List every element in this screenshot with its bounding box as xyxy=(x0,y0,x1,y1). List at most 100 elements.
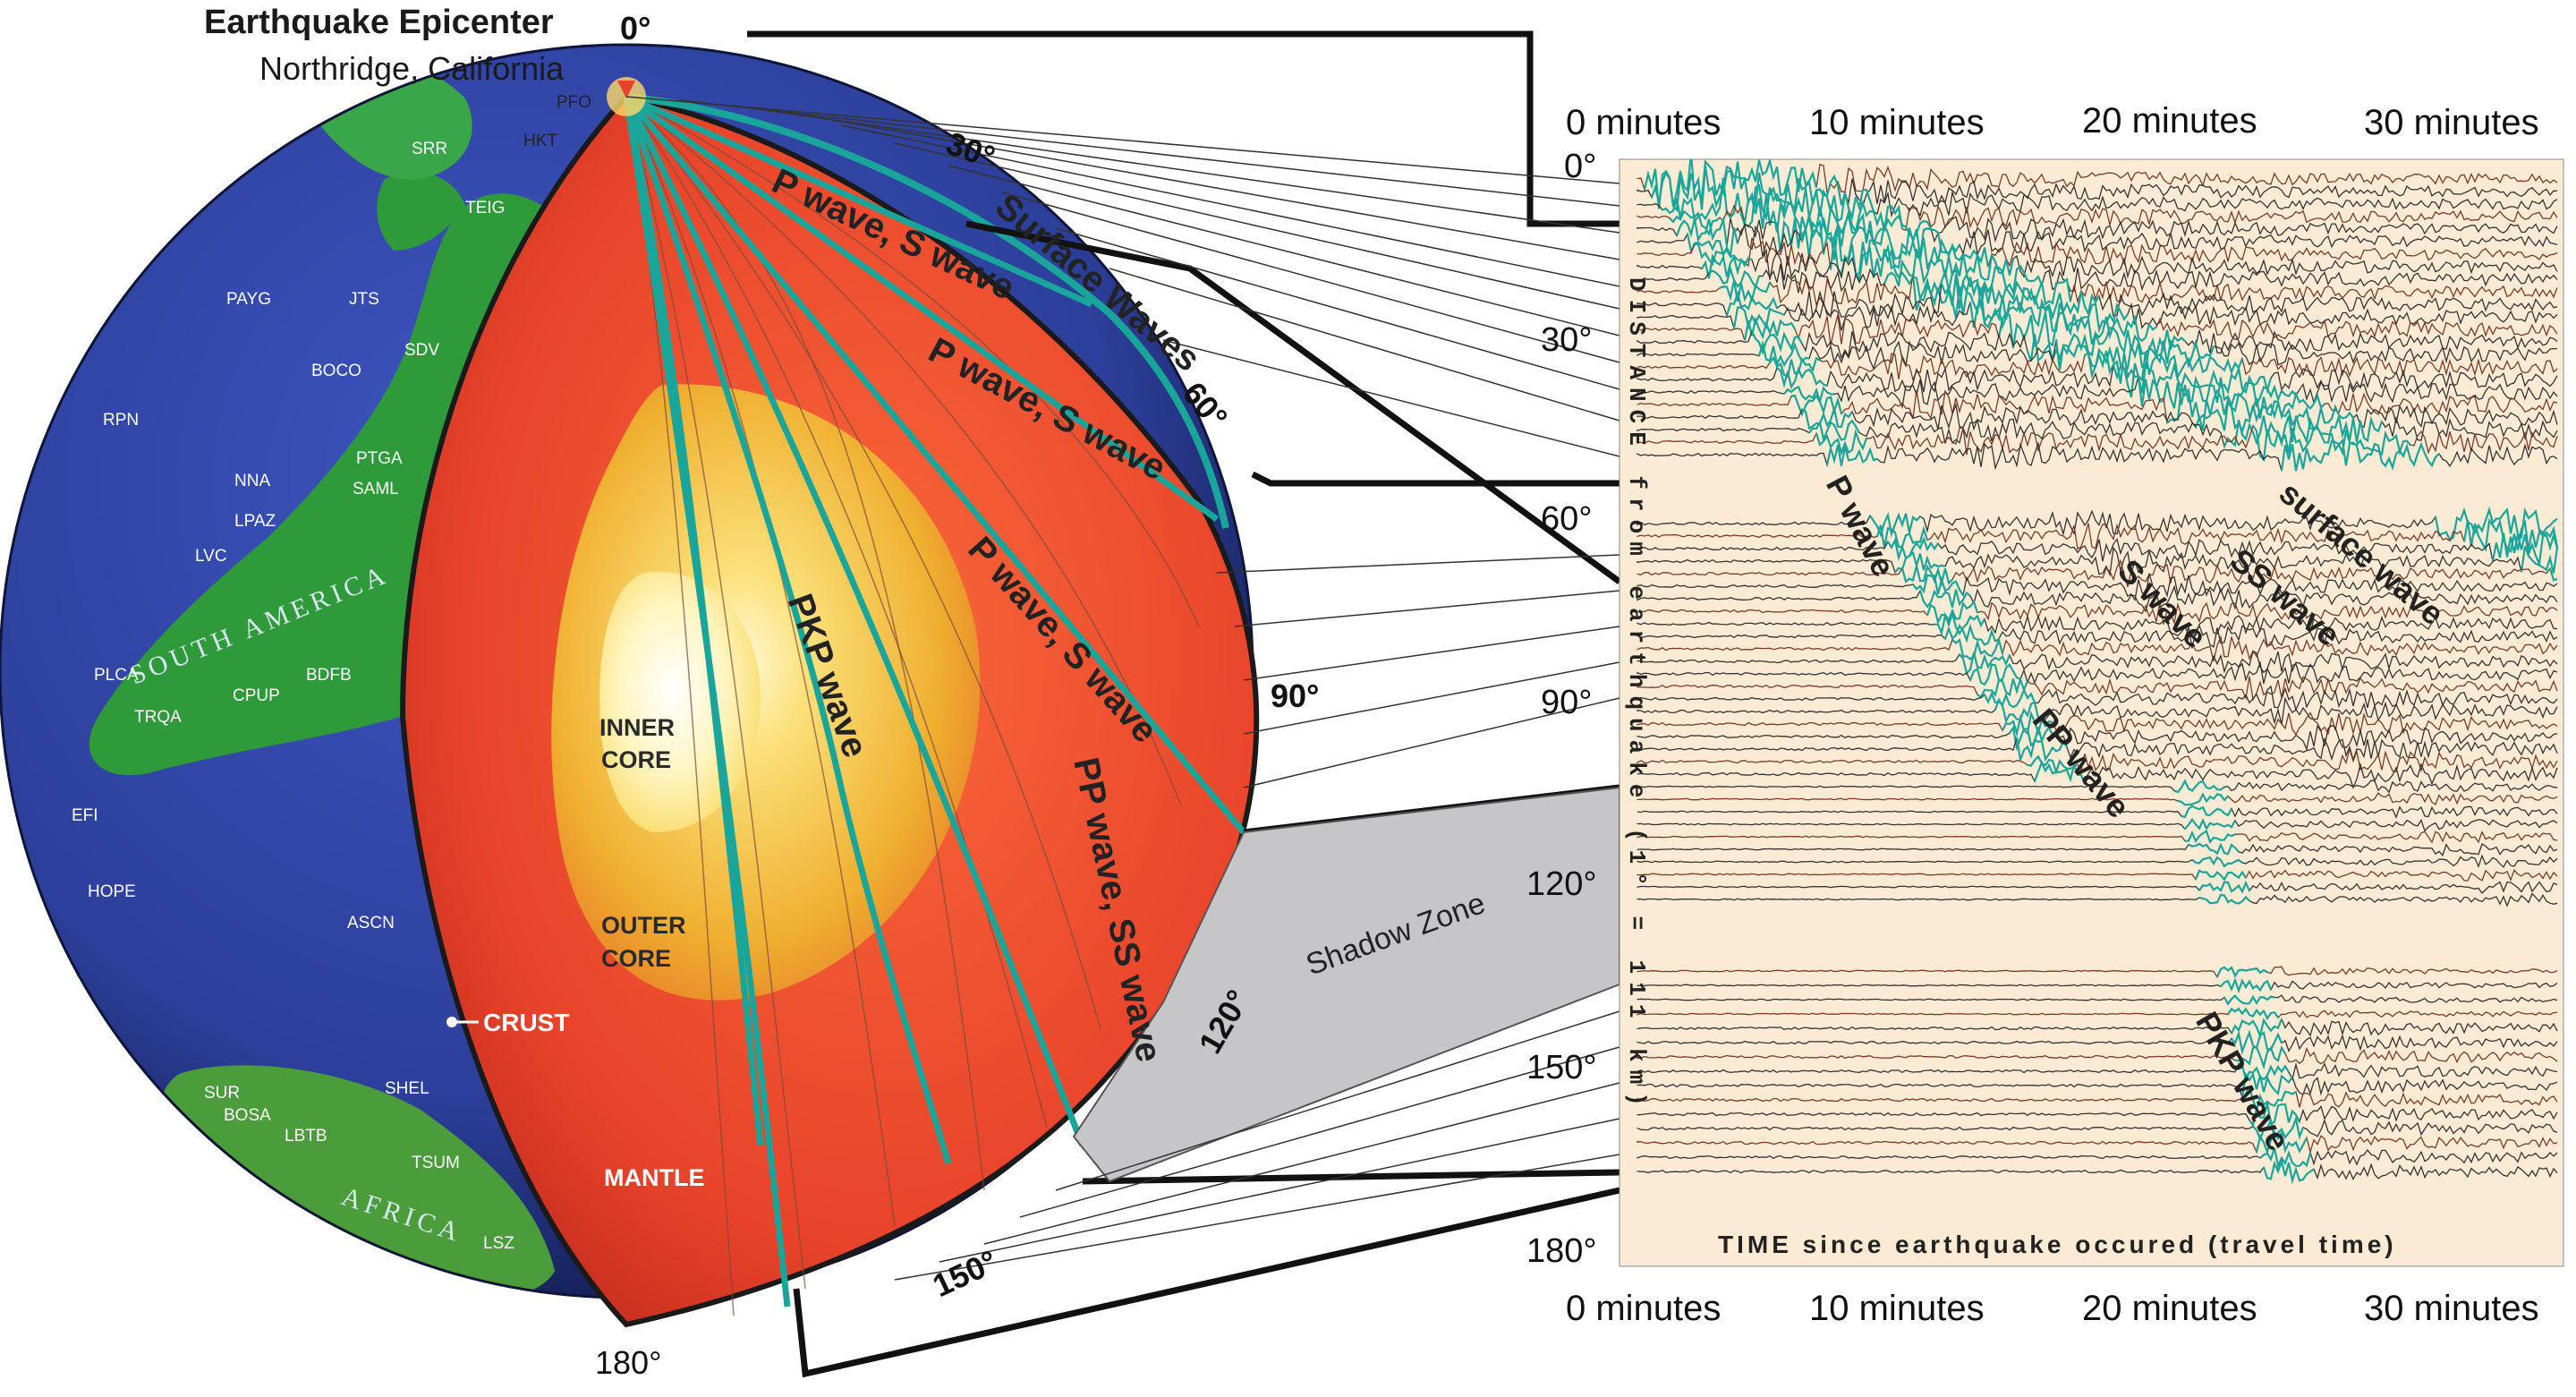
angle-label-0: 0° xyxy=(620,10,650,47)
seismogram-trace-phase xyxy=(2198,880,2251,894)
seismogram-trace-phase xyxy=(2252,1115,2305,1142)
seismogram-trace xyxy=(1637,1008,2558,1020)
seismogram-trace-phase xyxy=(2240,1071,2293,1098)
seismogram-trace-phase xyxy=(2255,1129,2308,1155)
outer-core-label: OUTER xyxy=(601,912,686,939)
seismogram-trace xyxy=(1637,624,2558,649)
seismogram-trace-phase xyxy=(2220,977,2273,994)
frame-150-180 xyxy=(1082,1169,1620,1185)
seismogram-traces xyxy=(1637,159,2559,1185)
seismogram-trace-phase xyxy=(1887,532,2559,568)
frame-bottom xyxy=(793,1187,1620,1378)
seismogram-trace xyxy=(1637,746,2558,774)
seismogram-trace-phase xyxy=(2262,1157,2315,1185)
seismogram-trace-phase xyxy=(1719,272,2072,311)
distance-tick-90: 90° xyxy=(1541,684,1592,721)
layer-labels: INNER CORE OUTER CORE MANTLE xyxy=(599,714,704,1191)
inner-core-label: INNER xyxy=(599,714,675,741)
seismogram-trace xyxy=(1637,696,2558,725)
ray-pkp-3 xyxy=(623,96,764,1146)
time-tick-top-10: 10 minutes xyxy=(1809,103,1985,142)
seismogram-trace xyxy=(1637,830,2558,844)
station-ptga: PTGA xyxy=(356,449,403,468)
seismogram-trace xyxy=(1637,1103,2558,1127)
station-tsum: TSUM xyxy=(412,1154,460,1172)
station-bosa: BOSA xyxy=(224,1106,271,1125)
seismogram-trace xyxy=(1637,724,2558,752)
station-efi: EFI xyxy=(72,806,98,825)
seismogram-trace xyxy=(1637,507,2558,541)
seismogram-trace-phase xyxy=(2033,760,2087,784)
seismogram-trace xyxy=(1637,546,2558,577)
seismogram-trace-phase xyxy=(1825,438,2440,472)
seismogram-trace xyxy=(1637,711,2558,737)
station-nna: NNA xyxy=(234,472,270,490)
distance-axis-title: DISTANCE from earthquake (1° = 111 km) xyxy=(1623,277,1650,1114)
seismogram-trace xyxy=(1637,1062,2558,1082)
leader-lines xyxy=(625,96,1620,1281)
seismogram-trace xyxy=(1637,573,2558,602)
seismogram-trace xyxy=(1637,660,2558,686)
seismogram-trace-phase xyxy=(2184,817,2236,831)
seismogram-trace xyxy=(1637,881,2558,894)
seismogram-trace-phase xyxy=(1918,589,1971,609)
seismogram-trace xyxy=(1637,584,2558,613)
inner-core-label-2: CORE xyxy=(601,746,671,773)
time-tick-bottom-30: 30 minutes xyxy=(2364,1289,2539,1328)
station-payg: PAYG xyxy=(226,290,271,309)
seismogram-trace-phase xyxy=(2181,805,2232,819)
station-hope: HOPE xyxy=(88,882,136,901)
station-saml: SAML xyxy=(353,480,399,498)
frame-0-30 xyxy=(747,30,1620,227)
station-hkt: HKT xyxy=(523,132,557,150)
seismogram-trace-phase xyxy=(2245,1085,2297,1115)
ray-pp-ss xyxy=(623,95,1086,1147)
seismogram-trace xyxy=(1637,220,2558,261)
station-cpup: CPUP xyxy=(233,686,280,705)
seismogram-trace xyxy=(1637,854,2558,868)
central-america-landmass xyxy=(377,171,465,251)
seismogram-trace-phase xyxy=(1725,283,2100,326)
crust-label: CRUST xyxy=(483,1009,569,1036)
angle-label-180: 180° xyxy=(595,1344,661,1381)
time-axis-top: 0 minutes 10 minutes 20 minutes 30 minut… xyxy=(1566,101,2539,142)
seismogram-trace xyxy=(1637,737,2558,762)
seismogram-trace-phase xyxy=(2249,1103,2300,1128)
seismogram-trace xyxy=(1637,1030,2558,1054)
station-labels: PFO HKT SRR TEIG PAYG JTS SDV BOCO RPN P… xyxy=(72,93,591,1253)
seismogram-trace-phase xyxy=(1943,623,1997,646)
seismogram-trace xyxy=(1637,1086,2558,1113)
seismogram-trace-phase xyxy=(1732,297,2129,334)
frame-30-60 xyxy=(965,220,1622,584)
seismogram-trace-phase xyxy=(1977,676,2029,699)
seismogram-trace xyxy=(1637,779,2558,794)
seismogram-trace xyxy=(1637,610,2558,637)
seismogram-trace xyxy=(1637,635,2558,661)
seismogram-trace xyxy=(1637,1072,2558,1098)
seismogram-trace-phase xyxy=(1912,574,1964,596)
seismogram-trace xyxy=(1637,892,2558,907)
seismogram-trace-phase xyxy=(2184,830,2236,844)
ray-p-s-2 xyxy=(624,94,1220,522)
seismogram-trace xyxy=(1637,966,2558,978)
ray-p-s-1 xyxy=(625,93,1093,308)
ray-thin xyxy=(625,96,1182,806)
seismogram-trace xyxy=(1637,1147,2558,1169)
seismogram-trace xyxy=(1637,1018,2558,1038)
seismogram-trace xyxy=(1637,843,2558,856)
station-boco: BOCO xyxy=(311,362,361,380)
seismogram-trace xyxy=(1637,385,2558,424)
seismogram-trace xyxy=(1637,1159,2558,1183)
frame-60-90 xyxy=(1251,471,1620,487)
seismogram-trace-phase xyxy=(1968,663,2021,686)
distance-tick-0: 0° xyxy=(1564,148,1596,185)
seismogram-trace-phase xyxy=(2194,869,2247,882)
seismogram-trace-phase xyxy=(1769,350,2244,384)
distance-tick-120: 120° xyxy=(1526,865,1597,903)
seismogram-trace xyxy=(1637,818,2558,832)
seismogram-trace xyxy=(1637,978,2558,992)
seismogram-trace-phase xyxy=(2259,1147,2312,1170)
seismogram-trace-phase xyxy=(2191,856,2243,868)
time-tick-bottom-10: 10 minutes xyxy=(1809,1289,1985,1328)
